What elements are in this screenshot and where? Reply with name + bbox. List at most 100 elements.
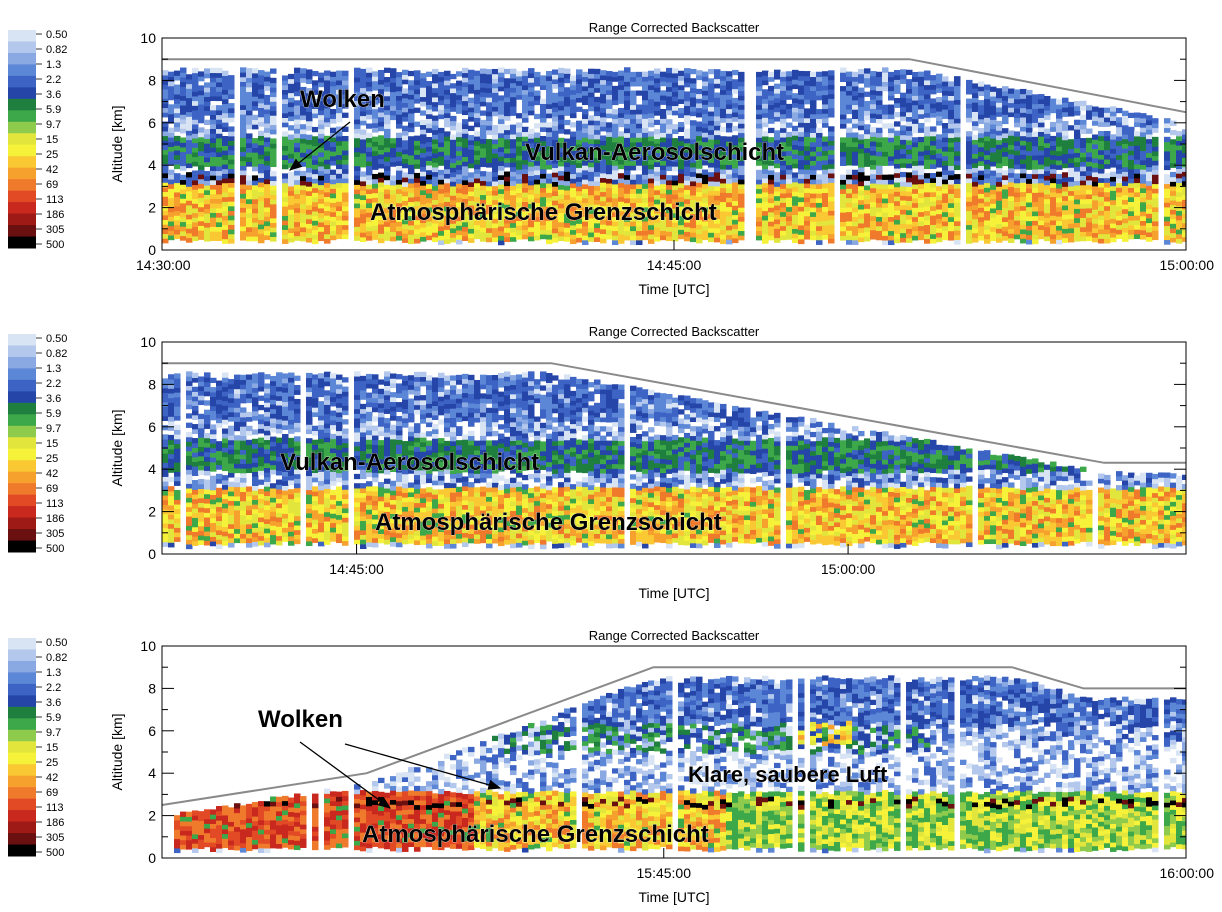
colorbar-label: 305 xyxy=(46,832,64,844)
colorbar-swatch xyxy=(8,517,36,530)
annotation-label: Atmosphärische Grenzschicht xyxy=(362,821,709,848)
x-axis-label: Time [UTC] xyxy=(638,585,709,601)
colorbar-label: 42 xyxy=(46,772,58,784)
colorbar-swatch xyxy=(8,787,36,800)
colorbar-swatch xyxy=(8,798,36,811)
y-tick-label: 10 xyxy=(140,334,156,350)
heatmap xyxy=(174,675,1186,854)
y-tick-label: 6 xyxy=(148,115,156,131)
colorbar-swatch xyxy=(8,529,36,542)
colorbar-label: 2.2 xyxy=(46,682,61,694)
colorbar-label: 186 xyxy=(46,817,64,829)
y-tick-label: 4 xyxy=(148,765,156,781)
colorbar-swatch xyxy=(8,695,36,708)
x-tick-label: 15:45:00 xyxy=(637,865,692,881)
colorbar: 0.50 0.82 1.3 2.2 3.6 5.9 9.7 15 25 42 69 113 186 305… xyxy=(8,333,67,555)
colorbar-swatch xyxy=(8,87,36,100)
colorbar-swatch xyxy=(8,368,36,381)
colorbar-label: 0.82 xyxy=(46,44,67,56)
colorbar-label: 1.3 xyxy=(46,667,61,679)
y-tick-label: 6 xyxy=(148,419,156,435)
annotation-label: Vulkan-Aerosolschicht xyxy=(525,139,784,166)
colorbar-label: 0.50 xyxy=(46,333,67,345)
chart-title: Range Corrected Backscatter xyxy=(589,628,760,643)
colorbar-swatch xyxy=(8,213,36,226)
colorbar-swatch xyxy=(8,844,36,857)
colorbar-label: 69 xyxy=(46,787,58,799)
colorbar-swatch xyxy=(8,729,36,742)
colorbar-swatch xyxy=(8,752,36,765)
colorbar-swatch xyxy=(8,190,36,203)
annotation-arrow xyxy=(288,121,351,171)
colorbar-label: 113 xyxy=(46,194,64,206)
x-tick-label: 14:45:00 xyxy=(329,561,384,577)
colorbar-label: 15 xyxy=(46,134,58,146)
colorbar-swatch xyxy=(8,144,36,157)
colorbar-swatch xyxy=(8,402,36,415)
annotation-label: Klare, saubere Luft xyxy=(688,762,888,787)
colorbar-label: 500 xyxy=(46,239,64,251)
colorbar-label: 9.7 xyxy=(46,423,61,435)
colorbar-label: 5.9 xyxy=(46,408,61,420)
colorbar-swatch xyxy=(8,179,36,192)
x-tick-label: 14:45:00 xyxy=(647,257,702,273)
annotations: Wolken Klare, saubere Luft Atmosphärische … xyxy=(258,706,889,849)
colorbar-swatch xyxy=(8,683,36,696)
x-tick-label: 16:00:00 xyxy=(1160,865,1215,881)
colorbar-label: 500 xyxy=(46,847,64,859)
y-tick-label: 8 xyxy=(148,72,156,88)
heatmap xyxy=(162,371,1186,550)
colorbar-swatch xyxy=(8,706,36,719)
colorbar-label: 42 xyxy=(46,468,58,480)
colorbar-swatch xyxy=(8,167,36,180)
colorbar-label: 2.2 xyxy=(46,378,61,390)
y-tick-label: 4 xyxy=(148,461,156,477)
colorbar-swatch xyxy=(8,225,36,238)
colorbar-label: 0.50 xyxy=(46,29,67,41)
colorbar-swatch xyxy=(8,821,36,834)
colorbar-swatch xyxy=(8,775,36,788)
y-tick-label: 2 xyxy=(148,200,156,216)
y-tick-label: 8 xyxy=(148,680,156,696)
annotation-arrow xyxy=(344,743,502,790)
colorbar-swatch xyxy=(8,741,36,754)
flight-altitude-line xyxy=(162,58,1187,114)
panel-3: 0.500.821.32.23.65.99.715254269113186305… xyxy=(8,628,1214,905)
colorbar-label: 9.7 xyxy=(46,727,61,739)
colorbar: 0.50 0.82 1.3 2.2 3.6 5.9 9.7 15 25 42 69 113 186 305… xyxy=(8,29,67,251)
colorbar-label: 69 xyxy=(46,179,58,191)
flight-altitude-line xyxy=(162,362,1186,464)
y-axis-label: Altitude [km] xyxy=(109,713,125,790)
panel-2: 0.500.821.32.23.65.99.715254269113186305… xyxy=(8,324,1187,601)
colorbar-swatch xyxy=(8,425,36,438)
colorbar-swatch xyxy=(8,471,36,484)
x-axis-label: Time [UTC] xyxy=(638,281,709,297)
colorbar-swatch xyxy=(8,133,36,146)
colorbar-swatch xyxy=(8,345,36,358)
colorbar-swatch xyxy=(8,494,36,507)
annotations: Wolken Vulkan-Aerosolschicht Atmosphärisch… xyxy=(288,86,784,226)
colorbar-swatch xyxy=(8,718,36,731)
annotation-label: Vulkan-Aerosolschicht xyxy=(280,449,539,476)
colorbar-label: 25 xyxy=(46,757,58,769)
colorbar: 0.50 0.82 1.3 2.2 3.6 5.9 9.7 15 25 42 69 113 186 305… xyxy=(8,637,67,859)
y-tick-label: 0 xyxy=(148,850,156,866)
colorbar-label: 305 xyxy=(46,528,64,540)
colorbar-swatch xyxy=(8,810,36,823)
colorbar-swatch xyxy=(8,506,36,519)
colorbar-label: 15 xyxy=(46,742,58,754)
colorbar-label: 113 xyxy=(46,498,64,510)
chart-title: Range Corrected Backscatter xyxy=(589,324,760,339)
heatmap xyxy=(162,67,1186,246)
annotation-arrow xyxy=(299,741,392,809)
colorbar-swatch xyxy=(8,660,36,673)
colorbar-swatch xyxy=(8,540,36,553)
panel-1: 0.500.821.32.23.65.99.715254269113186305… xyxy=(8,20,1214,297)
x-tick-label: 15:00:00 xyxy=(1160,257,1215,273)
colorbar-label: 15 xyxy=(46,438,58,450)
colorbar-label: 3.6 xyxy=(46,697,61,709)
colorbar-label: 25 xyxy=(46,149,58,161)
y-tick-label: 10 xyxy=(140,638,156,654)
colorbar-label: 186 xyxy=(46,209,64,221)
